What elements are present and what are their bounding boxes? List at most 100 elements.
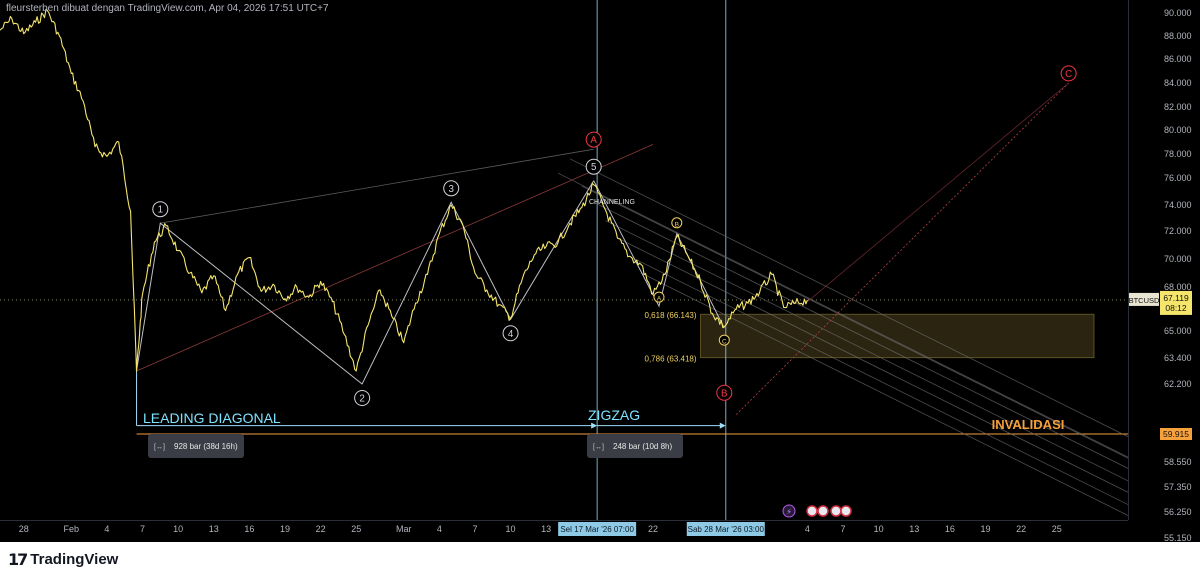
us-event-icon [806, 505, 818, 517]
y-tick-label: 84.000 [1164, 78, 1192, 88]
wave-5-circle [585, 158, 602, 175]
bar-count-2-icon: [↔] [593, 444, 604, 451]
x-tick-label: 22 [648, 524, 658, 534]
us-event-icon [817, 505, 829, 517]
major-wave-a-label: A [590, 135, 597, 146]
fib-786-label: 0,786 (63.418) [645, 355, 697, 364]
x-tick-label: 13 [909, 524, 919, 534]
time-label-1-text: Sel 17 Mar '26 07:00 [560, 525, 634, 534]
time-label-2-box [686, 522, 765, 536]
subwave-c-circle [718, 334, 730, 346]
us-event-icon [830, 505, 842, 517]
subwave-a-label: A [657, 296, 662, 303]
lightning-icon-glyph: ⚡ [786, 508, 792, 517]
wave-3-label: 3 [448, 184, 453, 195]
y-tick-label: 82.000 [1164, 102, 1192, 112]
countdown-text: 08:12 [1165, 303, 1187, 313]
major-wave-c-label: C [1065, 69, 1072, 80]
subwave-b-circle [671, 217, 683, 229]
x-tick-label: 19 [280, 524, 290, 534]
channel-line [617, 237, 1129, 493]
y-tick-label: 57.350 [1164, 482, 1192, 492]
symbol-badge [1129, 292, 1159, 306]
x-tick-label: 16 [945, 524, 955, 534]
y-tick-label: 76.000 [1164, 173, 1192, 183]
chart-caption: fleursterben dibuat dengan TradingView.c… [6, 3, 329, 14]
annotation-layer: 0,618 (66.143) 0,786 (63.418) INVALIDASI LE… [143, 199, 1064, 458]
lightning-icon [782, 504, 796, 518]
tradingview-brand: TradingView [30, 551, 119, 568]
major-wave-a-circle [585, 131, 602, 148]
time-label-2-text: Sab 28 Mar '26 03:00 [688, 525, 765, 534]
x-tick-label: 16 [244, 524, 254, 534]
y-tick-label: 56.250 [1164, 507, 1192, 517]
symbol-badge-text: BTCUSD [1129, 296, 1160, 305]
invalidation-badge [1160, 428, 1192, 440]
wave-5-label: 5 [591, 162, 597, 173]
x-tick-label: 10 [874, 524, 884, 534]
bar-count-1-box [148, 434, 244, 458]
channeling-label: CHANNELING [589, 199, 635, 206]
x-tick-label: 4 [437, 524, 442, 534]
last-price-badge [1160, 290, 1192, 315]
tradingview-logo-icon: 17 [8, 550, 28, 569]
x-tick-label: 10 [506, 524, 516, 534]
subwave-b-label: B [675, 221, 679, 228]
wave-4-circle [502, 325, 519, 342]
wave-connector [136, 180, 595, 385]
major-wave-b-label: B [721, 388, 728, 399]
y-tick-label: 90.000 [1164, 8, 1192, 18]
bar-count-1-icon: [↔] [154, 444, 165, 451]
y-tick-label: 80.000 [1164, 125, 1192, 135]
us-event-icon [840, 505, 852, 517]
measure-arrow-2-head [719, 422, 726, 429]
y-tick-label: 70.000 [1164, 254, 1192, 264]
footer-bar: 17 TradingView [0, 542, 1200, 578]
tradingview-logo[interactable]: 17 TradingView [8, 550, 118, 569]
x-tick-label: 25 [1052, 524, 1062, 534]
wave-1-label: 1 [158, 205, 163, 216]
x-tick-label: 7 [140, 524, 145, 534]
x-tick-label: 7 [841, 524, 846, 534]
subwave-c-label: C [722, 339, 727, 346]
price-axis-panel [1128, 0, 1200, 542]
y-tick-label: 58.550 [1164, 457, 1192, 467]
y-tick-label: 55.150 [1164, 533, 1192, 543]
y-tick-label: 74.000 [1164, 200, 1192, 210]
subwave-a-circle [653, 291, 665, 303]
y-tick-label: 72.000 [1164, 226, 1192, 236]
wave-3-circle [443, 180, 460, 197]
x-tick-label: 4 [805, 524, 810, 534]
wave-4-label: 4 [508, 329, 514, 340]
x-tick-label: 7 [472, 524, 477, 534]
bar-count-1-text: 928 bar (38d 16h) [174, 442, 238, 451]
major-wave-b-circle [716, 384, 733, 401]
axis-layer: 90.000 88.000 86.000 84.000 82.000 80.000 78.0… [0, 0, 1200, 543]
x-tick-label: Mar [396, 524, 412, 534]
wave-2-label: 2 [359, 394, 364, 405]
y-tick-label: 86.000 [1164, 54, 1192, 64]
bar-count-2-text: 248 bar (10d 8h) [613, 442, 672, 451]
price-series-layer [0, 8, 808, 372]
y-tick-label: 68.000 [1164, 282, 1192, 292]
y-tick-label: 88.000 [1164, 31, 1192, 41]
y-tick-label: 78.000 [1164, 149, 1192, 159]
zigzag-label: ZIGZAG [588, 407, 640, 423]
channel-line [641, 272, 1129, 516]
wedge-upper-line [160, 148, 594, 224]
major-wave-c-circle [1060, 65, 1077, 82]
leading-diagonal-label: LEADING DIAGONAL [143, 410, 281, 426]
measure-arrow-1-head [591, 422, 598, 429]
y-tick-label: 63.400 [1164, 353, 1192, 363]
x-tick-label: 22 [1016, 524, 1026, 534]
invalidasi-label: INVALIDASI [992, 417, 1065, 432]
bar-count-2-box [587, 434, 683, 458]
wedge-upper-line [136, 144, 654, 372]
wave-2-circle [354, 390, 371, 406]
channel-line [569, 158, 1129, 438]
time-label-1-box [558, 522, 637, 536]
x-tick-label: 13 [541, 524, 551, 534]
x-tick-label: 25 [351, 524, 361, 534]
